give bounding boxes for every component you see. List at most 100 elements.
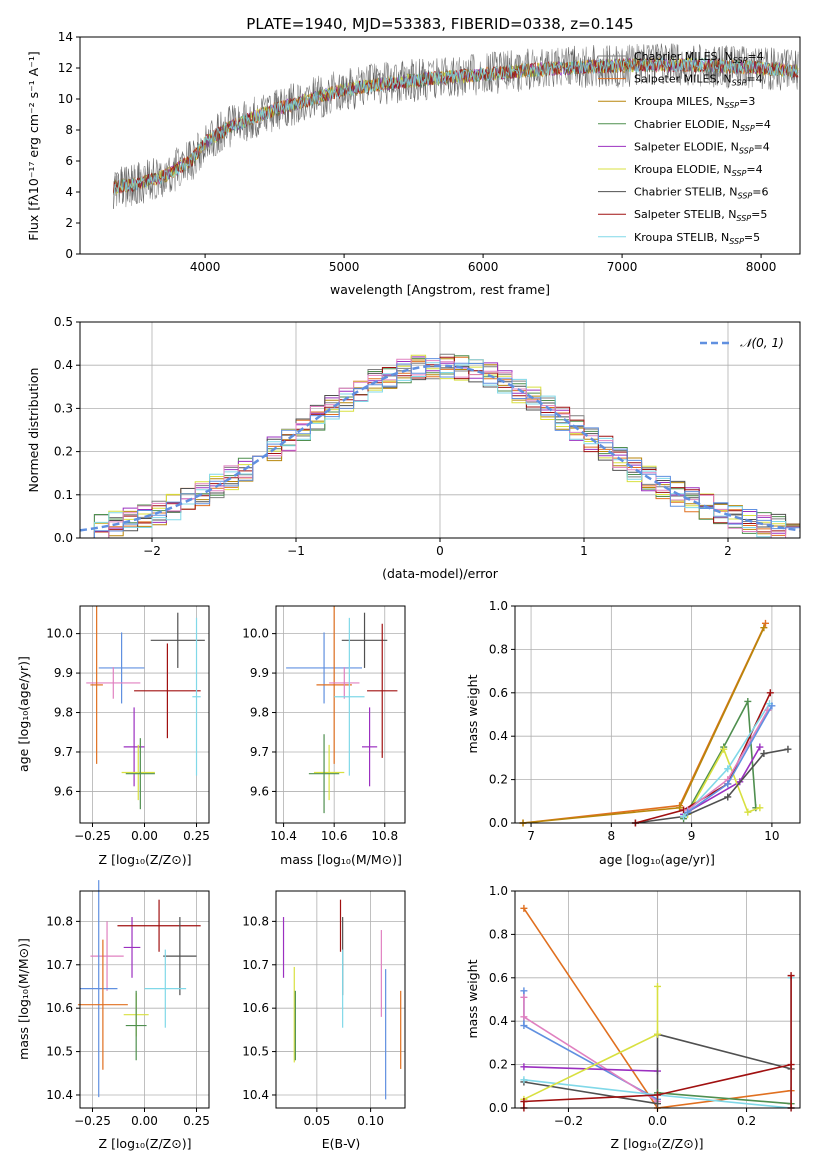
- x-tick-label: 8000: [746, 260, 777, 274]
- x-tick-label: −1: [287, 544, 305, 558]
- x-tick-label: 0.00: [131, 829, 158, 843]
- residuals-legend-label: 𝒩(0, 1): [740, 336, 784, 350]
- weight-vs-age-xlabel: age [log₁₀(age/yr)]: [599, 852, 715, 867]
- y-tick-label: 1.0: [489, 884, 508, 898]
- y-tick-label: 1.0: [489, 599, 508, 613]
- age-vs-metallicity-xlabel: Z [log₁₀(Z/Z⊙)]: [99, 852, 192, 867]
- series-marker: [760, 750, 768, 758]
- series-line: [682, 698, 757, 820]
- legend-label: Salpeter MILES, NSSP=4: [634, 73, 763, 88]
- y-tick-label: 0.2: [54, 445, 73, 459]
- series-marker: [768, 702, 776, 710]
- mass-vs-extinction-frame: [275, 890, 406, 1109]
- weight-vs-metallicity-panel: −0.2 0.0 0.2 0.0 0.2 0.4 0.6 0.8 1.0 Z [log₁₀(Z/…: [465, 884, 801, 1151]
- weight-vs-metallicity-ylabel: mass weight: [465, 959, 480, 1038]
- mass-vs-metallicity-ylabel: mass [log₁₀(M/M⊙)]: [16, 938, 31, 1060]
- y-tick-label: 0.1: [54, 488, 73, 502]
- y-tick-label: 10.6: [242, 1001, 269, 1015]
- y-tick-label: 10.0: [46, 627, 73, 641]
- spectrum-xlabel: wavelength [Angstrom, rest frame]: [330, 282, 550, 297]
- y-tick-label: 9.9: [54, 666, 73, 680]
- x-tick-label: −0.2: [554, 1114, 583, 1128]
- legend-label: Salpeter ELODIE, NSSP=4: [634, 140, 770, 155]
- y-tick-label: 0.8: [489, 927, 508, 941]
- y-tick-label: 6: [65, 154, 73, 168]
- series-line: [686, 747, 761, 815]
- series-marker: [761, 619, 769, 627]
- y-tick-label: 0.0: [489, 816, 508, 830]
- series-marker: [520, 1022, 528, 1030]
- y-tick-label: 0.3: [54, 401, 73, 415]
- spectrum-panel: 4000 5000 6000 7000 8000 0 2 4 6 8 10 12 14 waveleng…: [26, 30, 801, 297]
- series-marker: [520, 993, 528, 1001]
- weight-vs-age-panel: 7 8 9 10 0.0 0.2 0.4 0.6 0.8 1.0 age [log₁₀(age/y…: [465, 599, 801, 867]
- series-marker: [654, 1091, 661, 1099]
- spectrum-legend: Chabrier MILES, NSSP=4 Salpeter MILES, NS…: [598, 50, 771, 246]
- legend-label: Chabrier ELODIE, NSSP=4: [634, 118, 771, 133]
- x-tick-label: 0.25: [183, 829, 210, 843]
- spectrum-ylabel: Flux [fλ10⁻¹⁷ erg cm⁻² s⁻¹ A⁻¹]: [26, 51, 41, 240]
- series-marker: [520, 1076, 528, 1084]
- x-tick-label: 1: [580, 544, 588, 558]
- y-tick-label: 10.4: [46, 1088, 73, 1102]
- series-marker: [654, 982, 661, 990]
- weight-vs-age-ylabel: mass weight: [465, 674, 480, 753]
- y-tick-label: 0.0: [54, 531, 73, 545]
- series-line: [523, 1033, 792, 1105]
- x-tick-label: 4000: [190, 260, 221, 274]
- legend-label: Kroupa ELODIE, NSSP=4: [634, 163, 763, 178]
- series-marker: [720, 745, 728, 753]
- series-marker: [724, 765, 732, 773]
- x-tick-label: 0.00: [131, 1114, 158, 1128]
- series-marker: [724, 793, 732, 801]
- legend-label: Salpeter STELIB, NSSP=5: [634, 208, 767, 223]
- mass-vs-metallicity-panel: −0.25 0.00 0.25 10.4 10.5 10.6 10.7 10.8 Z [log…: [16, 880, 210, 1151]
- y-tick-label: 0: [65, 247, 73, 261]
- x-tick-label: 2: [724, 544, 732, 558]
- y-tick-label: 10.7: [46, 958, 73, 972]
- y-tick-label: 0.4: [489, 729, 508, 743]
- series-marker: [784, 745, 792, 753]
- series-marker: [744, 697, 752, 705]
- x-tick-label: 0: [436, 544, 444, 558]
- series-marker: [520, 904, 528, 912]
- y-tick-label: 9.8: [250, 706, 269, 720]
- y-tick-label: 0.4: [54, 358, 73, 372]
- legend-label: Chabrier MILES, NSSP=4: [634, 50, 764, 65]
- x-tick-label: 0.05: [303, 1114, 330, 1128]
- series-marker: [744, 808, 752, 816]
- y-tick-label: 10.8: [46, 914, 73, 928]
- residuals-xlabel: (data-model)/error: [382, 566, 499, 581]
- series-marker: [756, 804, 764, 812]
- y-tick-label: 12: [58, 61, 73, 75]
- histogram-steps: [80, 358, 800, 539]
- y-tick-label: 0.2: [489, 1058, 508, 1072]
- series-marker: [654, 1100, 661, 1108]
- age-vs-mass-panel: 10.4 10.6 10.8 9.6 9.7 9.8 9.9 10.0 mass [log₁₀…: [242, 605, 406, 867]
- age-vs-metallicity-panel: −0.25 0.00 0.25 9.6 9.7 9.8 9.9 10.0 Z [log₁₀(Z…: [16, 605, 210, 867]
- x-tick-label: 10: [764, 829, 779, 843]
- mass-vs-metallicity-xlabel: Z [log₁₀(Z/Z⊙)]: [99, 1136, 192, 1151]
- legend-label: Chabrier STELIB, NSSP=6: [634, 186, 768, 201]
- weight-vs-age-frame: [514, 605, 801, 824]
- series-marker: [520, 1097, 528, 1105]
- x-tick-label: 10.8: [371, 829, 398, 843]
- x-tick-label: 10.4: [270, 829, 297, 843]
- y-tick-label: 2: [65, 216, 73, 230]
- series-marker: [520, 1013, 528, 1021]
- series-marker: [724, 780, 732, 788]
- x-tick-label: 8: [608, 829, 616, 843]
- y-tick-label: 10: [58, 92, 73, 106]
- series-marker: [676, 804, 684, 812]
- series-marker: [684, 808, 692, 816]
- x-tick-label: 0.2: [737, 1114, 756, 1128]
- y-tick-label: 9.9: [250, 666, 269, 680]
- y-tick-label: 4: [65, 185, 73, 199]
- y-tick-label: 9.8: [54, 706, 73, 720]
- y-tick-label: 0.2: [489, 773, 508, 787]
- series-marker: [756, 743, 764, 751]
- age-vs-mass-frame: [275, 605, 406, 824]
- y-tick-label: 0.8: [489, 642, 508, 656]
- y-tick-label: 10.5: [242, 1045, 269, 1059]
